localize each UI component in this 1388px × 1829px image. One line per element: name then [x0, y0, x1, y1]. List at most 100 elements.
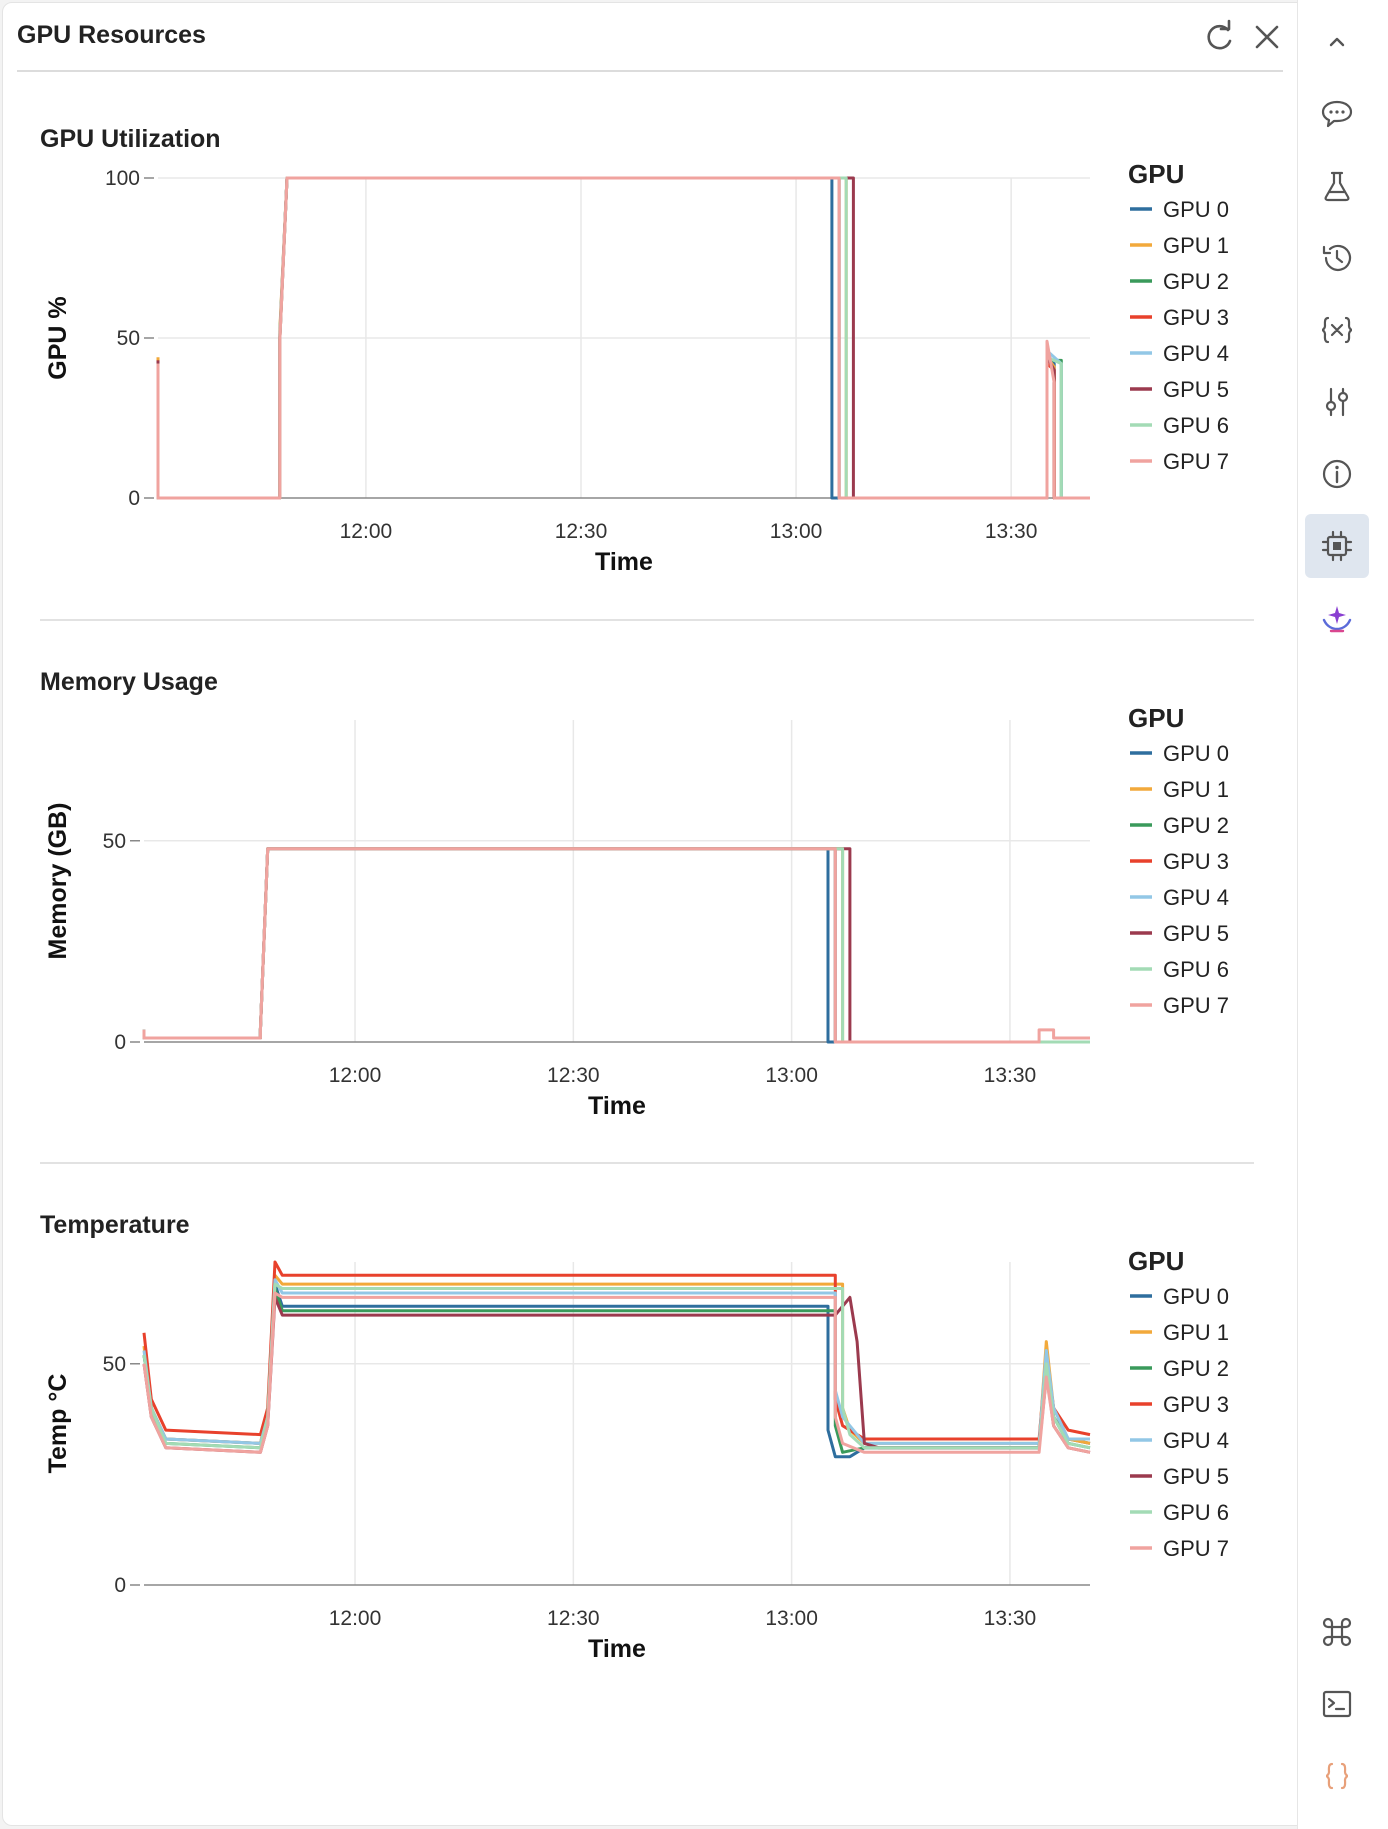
sidebar-item-experiments[interactable] [1305, 154, 1369, 218]
series-line-gpu-2 [142, 1287, 1091, 1454]
legend-label: GPU 5 [1163, 1464, 1229, 1489]
y-tick-label: 0 [128, 487, 140, 510]
sparkle-icon [1322, 606, 1352, 633]
series-line-gpu-1 [142, 1273, 1091, 1445]
series-line-gpu-6 [142, 1282, 1091, 1450]
legend-label: GPU 1 [1163, 1320, 1229, 1345]
x-tick-label: 12:30 [547, 1064, 600, 1087]
series-line-gpu-4 [142, 1278, 1090, 1445]
y-axis-label: Memory (GB) [44, 803, 72, 960]
legend-label: GPU 0 [1163, 741, 1229, 766]
y-tick-label: 50 [103, 1353, 126, 1376]
right-sidebar [1297, 0, 1388, 1829]
legend-label: GPU 5 [1163, 921, 1229, 946]
series-line-gpu-6 [142, 847, 1090, 1044]
chart-title: Memory Usage [40, 668, 218, 696]
x-tick-label: 12:00 [329, 1607, 382, 1630]
legend-title: GPU [1128, 159, 1184, 189]
sidebar-item-history[interactable] [1305, 226, 1369, 290]
y-tick-label: 0 [114, 1574, 126, 1597]
legend-label: GPU 2 [1163, 813, 1229, 838]
x-tick-label: 13:00 [770, 520, 823, 543]
legend-label: GPU 1 [1163, 777, 1229, 802]
x-tick-label: 13:00 [765, 1607, 818, 1630]
legend-label: GPU 3 [1163, 1392, 1229, 1417]
series-line-gpu-7 [156, 176, 1090, 500]
chart-title: Temperature [40, 1211, 190, 1239]
legend-title: GPU [1128, 1246, 1184, 1276]
variable-braces-icon [1321, 316, 1353, 344]
sidebar-item-collapse[interactable] [1305, 10, 1369, 74]
y-tick-label: 0 [114, 1031, 126, 1054]
panel-title: GPU Resources [17, 21, 206, 49]
flask-icon [1324, 171, 1350, 202]
y-tick-label: 50 [103, 830, 126, 853]
legend-label: GPU 7 [1163, 449, 1229, 474]
legend-label: GPU 4 [1163, 1428, 1229, 1453]
terminal-icon [1322, 1690, 1352, 1718]
x-axis-label: Time [588, 1092, 646, 1120]
y-axis-label: Temp °C [44, 1374, 72, 1474]
legend-label: GPU 0 [1163, 197, 1229, 222]
series-line-gpu-5 [142, 847, 1090, 1044]
close-button[interactable] [1247, 17, 1287, 57]
legend-label: GPU 1 [1163, 233, 1229, 258]
series-line-gpu-7 [142, 847, 1090, 1044]
legend-label: GPU 3 [1163, 305, 1229, 330]
close-icon [1255, 25, 1279, 49]
x-tick-label: 12:30 [555, 520, 608, 543]
x-tick-label: 13:30 [984, 1607, 1037, 1630]
series-line-gpu-4 [142, 847, 1090, 1044]
legend-label: GPU 0 [1163, 1284, 1229, 1309]
header-divider [17, 70, 1283, 72]
curly-braces-icon [1325, 1762, 1349, 1790]
sidebar-item-terminal[interactable] [1305, 1672, 1369, 1736]
sidebar-item-json[interactable] [1305, 1744, 1369, 1808]
command-key-icon [1322, 1617, 1352, 1647]
legend-label: GPU 7 [1163, 1536, 1229, 1561]
series-line-gpu-0 [142, 847, 1090, 1044]
sidebar-item-ai-assistant[interactable] [1305, 586, 1369, 650]
charts-area: GPU Utilization 0 50 100 12:00 12:30 13:00 13:3… [40, 125, 1254, 1663]
y-tick-label: 50 [117, 327, 140, 350]
sidebar-item-gpu-resources[interactable] [1305, 514, 1369, 578]
sidebar-item-shortcuts[interactable] [1305, 1600, 1369, 1664]
sidebar-item-settings[interactable] [1305, 370, 1369, 434]
x-axis-label: Time [588, 1635, 646, 1663]
sidebar-item-info[interactable] [1305, 442, 1369, 506]
chevron-up-icon [1329, 37, 1345, 47]
sidebar-item-chat[interactable] [1305, 82, 1369, 146]
legend-label: GPU 2 [1163, 269, 1229, 294]
legend-label: GPU 6 [1163, 413, 1229, 438]
series-line-gpu-5 [142, 1295, 1091, 1454]
legend-label: GPU 4 [1163, 885, 1229, 910]
series-line-gpu-2 [142, 847, 1090, 1044]
legend-label: GPU 5 [1163, 377, 1229, 402]
chart-divider [40, 1162, 1254, 1164]
chat-bubble-icon [1321, 100, 1353, 128]
series-line-gpu-1 [142, 847, 1090, 1044]
y-tick-label: 100 [105, 167, 140, 190]
sliders-icon [1325, 387, 1349, 417]
refresh-button[interactable] [1199, 17, 1239, 57]
x-tick-label: 12:30 [547, 1607, 600, 1630]
info-icon [1322, 459, 1352, 489]
x-axis-label: Time [595, 548, 653, 576]
chart-divider [40, 619, 1254, 621]
legend-label: GPU 7 [1163, 993, 1229, 1018]
x-tick-label: 12:00 [329, 1064, 382, 1087]
y-axis-label: GPU % [44, 296, 72, 379]
sidebar-item-variables[interactable] [1305, 298, 1369, 362]
refresh-icon [1207, 19, 1232, 50]
legend-label: GPU 6 [1163, 957, 1229, 982]
chip-icon [1321, 530, 1353, 562]
legend-label: GPU 4 [1163, 341, 1229, 366]
x-tick-label: 13:30 [984, 1064, 1037, 1087]
x-tick-label: 12:00 [340, 520, 393, 543]
legend-label: GPU 2 [1163, 1356, 1229, 1381]
series-line-gpu-7 [142, 1291, 1091, 1454]
history-icon [1322, 244, 1352, 271]
chart-title: GPU Utilization [40, 125, 221, 153]
legend-title: GPU [1128, 703, 1184, 733]
